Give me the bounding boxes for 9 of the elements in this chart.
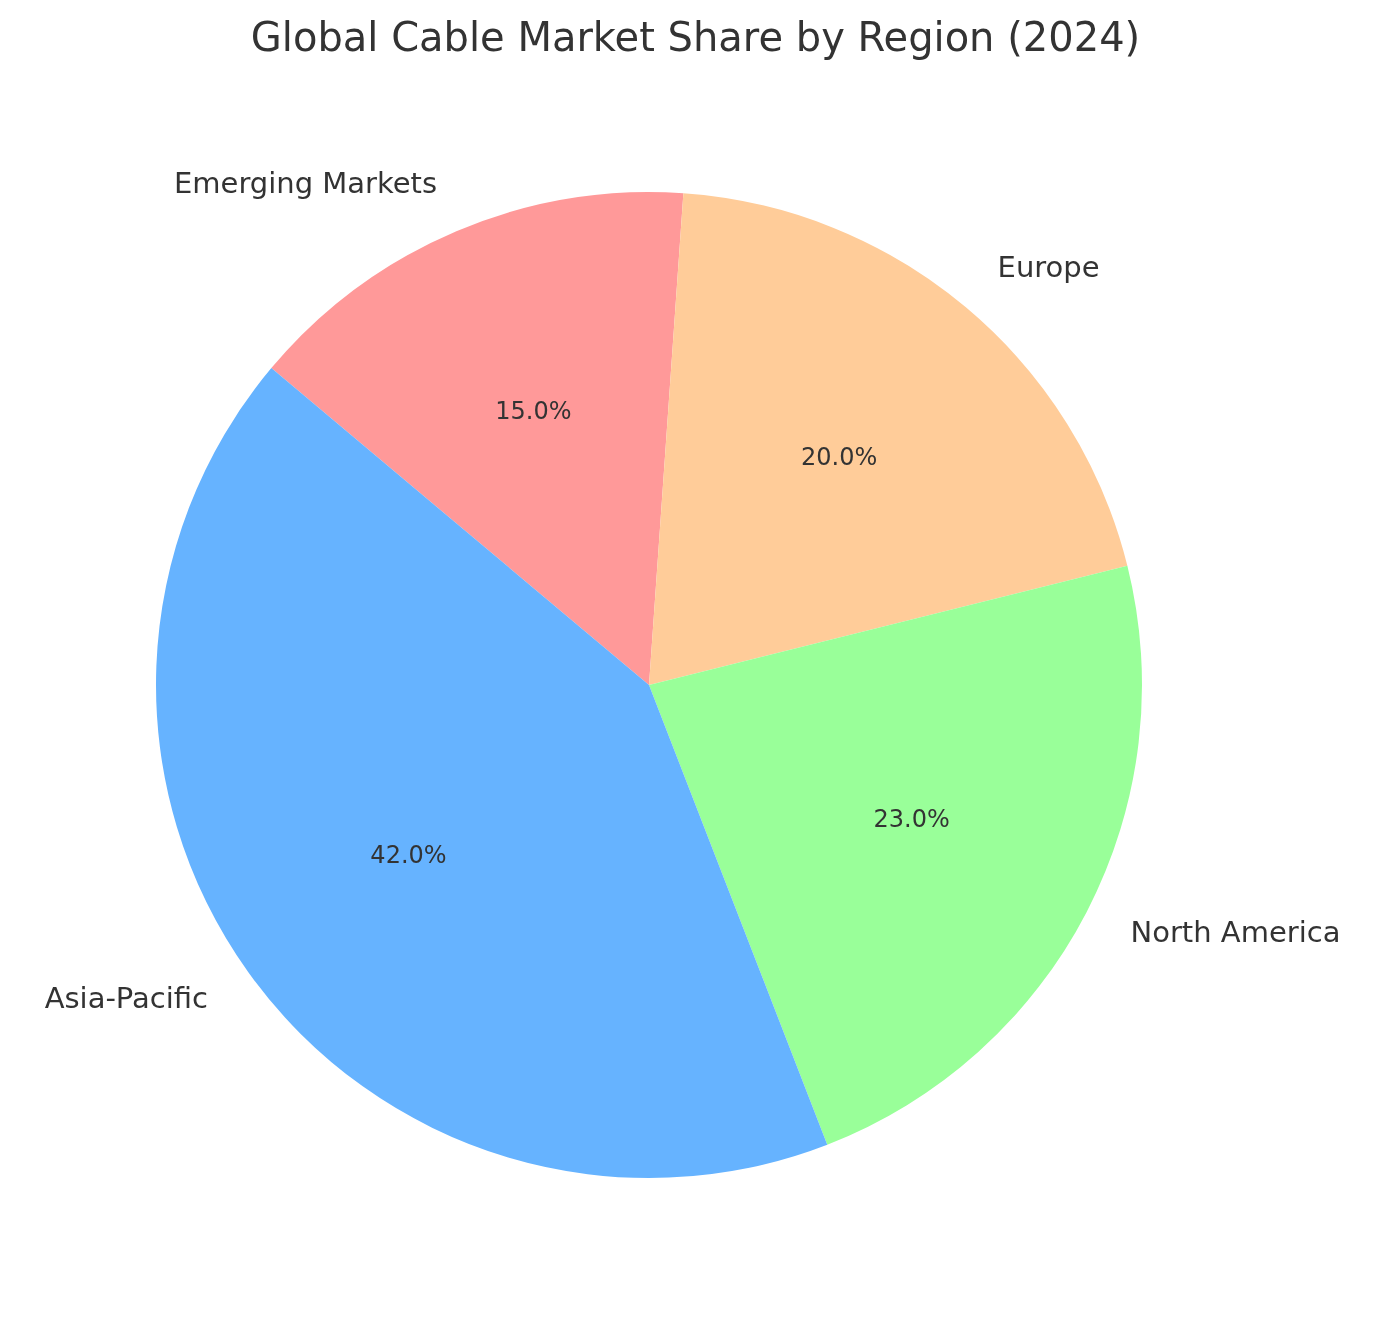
data-label: 20.0% xyxy=(801,442,878,471)
data-label: 42.0% xyxy=(370,841,447,870)
slice-label: North America xyxy=(1130,915,1341,950)
chart-title: Global Cable Market Share by Region (2024) xyxy=(249,14,1142,60)
data-label: 15.0% xyxy=(495,396,572,425)
slice-label: Europe xyxy=(997,250,1100,285)
slice-label: Emerging Markets xyxy=(174,166,438,201)
data-label: 23.0% xyxy=(873,805,950,834)
slice-label: Asia-Pacific xyxy=(44,981,209,1016)
